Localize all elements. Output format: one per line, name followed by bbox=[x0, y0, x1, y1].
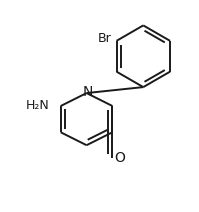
Text: H₂N: H₂N bbox=[26, 99, 50, 112]
Text: Br: Br bbox=[98, 32, 112, 45]
Text: O: O bbox=[114, 151, 125, 165]
Text: N: N bbox=[82, 85, 93, 99]
